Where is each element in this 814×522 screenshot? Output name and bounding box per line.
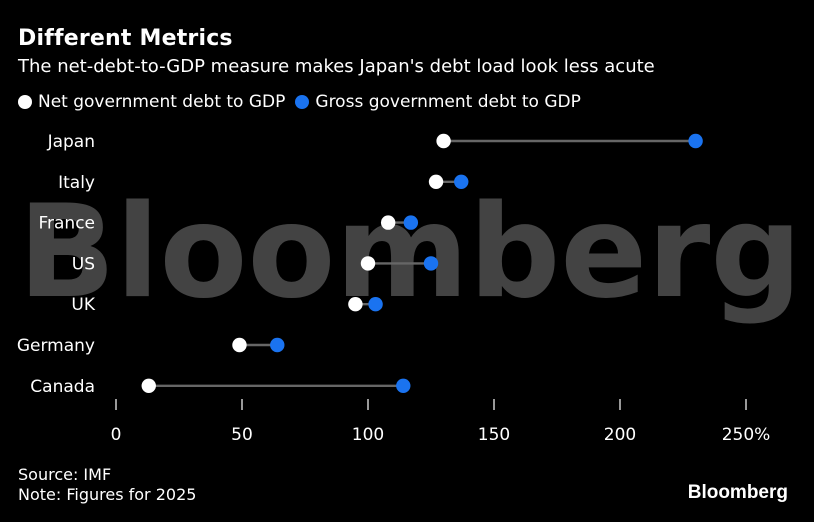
chart-legend: Net government debt to GDP Gross governm… (18, 92, 591, 112)
x-tick-label-100: 100 (352, 425, 384, 445)
category-label-uk: UK (71, 295, 95, 315)
legend-label-net: Net government debt to GDP (38, 92, 286, 112)
x-tick-label-250: 250% (722, 425, 771, 445)
gross-debt-dot-us (423, 256, 439, 271)
x-tick-label-0: 0 (111, 425, 122, 445)
bloomberg-logo: Bloomberg (687, 482, 788, 503)
x-tick-label-150: 150 (478, 425, 510, 445)
bloomberg-watermark: Bloomberg (18, 178, 802, 327)
net-debt-dot-uk (348, 297, 363, 312)
gross-debt-dot-france (403, 215, 419, 230)
x-tick-label-50: 50 (231, 425, 253, 445)
legend-dot-net-icon (18, 95, 32, 109)
net-debt-dot-italy (428, 174, 444, 189)
chart-title: Different Metrics (18, 26, 233, 51)
gross-debt-dot-germany (270, 337, 285, 353)
category-label-germany: Germany (17, 336, 95, 356)
chart-footer: Source: IMF Note: Figures for 2025 (18, 465, 196, 505)
gross-debt-dot-uk (368, 297, 383, 312)
gross-debt-dot-italy (454, 174, 469, 189)
category-label-japan: Japan (47, 132, 95, 152)
category-label-us: US (72, 254, 95, 274)
plot-area: Japan Italy France US UK Germany Canada 0 50 100 1… (17, 132, 770, 445)
net-debt-dot-japan (436, 133, 451, 149)
gross-debt-dot-canada (396, 378, 411, 393)
legend-dot-gross-icon (295, 95, 310, 109)
category-label-canada: Canada (30, 377, 95, 397)
legend-label-gross: Gross government debt to GDP (315, 92, 581, 112)
x-tick-label-200: 200 (604, 425, 636, 445)
gross-debt-dot-japan (688, 133, 703, 149)
source-note: Source: IMF (18, 465, 112, 484)
legend-item-net: Net government debt to GDP (18, 92, 285, 112)
category-label-italy: Italy (58, 173, 95, 193)
chart-subtitle: The net-debt-to-GDP measure makes Japan'… (18, 56, 655, 77)
net-debt-dot-france (380, 215, 396, 230)
net-debt-dot-canada (141, 378, 156, 393)
figures-note: Note: Figures for 2025 (18, 485, 197, 504)
net-debt-dot-germany (232, 337, 247, 353)
net-debt-dot-us (360, 256, 376, 271)
category-label-france: France (38, 214, 95, 234)
legend-item-gross: Gross government debt to GDP (295, 92, 581, 112)
